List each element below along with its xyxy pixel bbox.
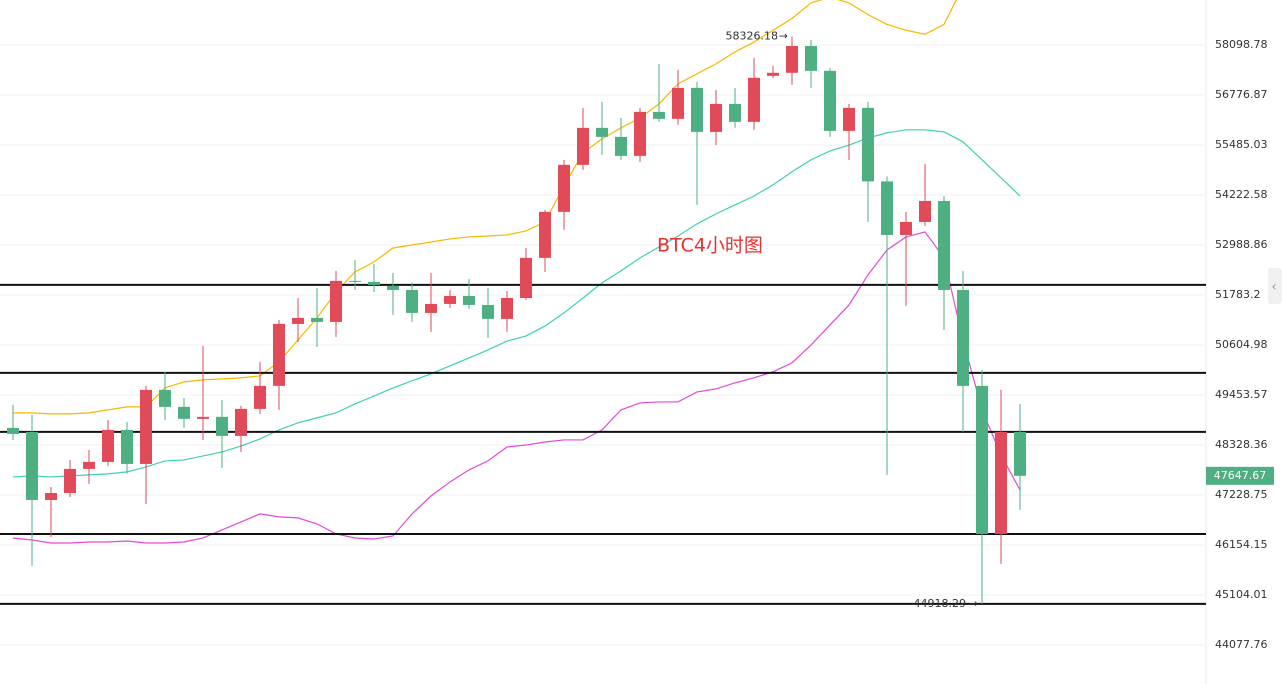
candle-body xyxy=(881,181,893,235)
candle-body xyxy=(463,295,475,305)
candle-body xyxy=(26,431,38,500)
candle-body xyxy=(1014,431,1026,476)
candle-body xyxy=(729,103,741,122)
candle-body xyxy=(178,406,190,419)
candle-body xyxy=(805,46,817,71)
candle-body xyxy=(159,389,171,407)
y-tick-label: 50604.98 xyxy=(1215,338,1268,351)
current-price-tag xyxy=(1206,466,1274,485)
candle-body xyxy=(710,103,722,132)
candle-body xyxy=(216,416,228,436)
low-label: 44918.29 xyxy=(914,597,967,610)
candle-body xyxy=(824,70,836,131)
low-arrow: → xyxy=(969,597,978,610)
candle-body xyxy=(425,303,437,313)
candle-body xyxy=(767,72,779,76)
candle-body xyxy=(387,285,399,290)
scroll-handle[interactable] xyxy=(1268,268,1282,304)
candle-body xyxy=(83,461,95,469)
chart-title: BTC4小时图 xyxy=(657,235,763,257)
candle-body xyxy=(539,211,551,258)
indicator-line xyxy=(13,0,957,415)
candle-body xyxy=(653,111,665,119)
candle-body xyxy=(672,87,684,119)
y-tick-label: 52988.86 xyxy=(1215,238,1268,251)
candle-body xyxy=(843,107,855,131)
candle-body xyxy=(482,304,494,319)
candle-body xyxy=(957,289,969,386)
candle-body xyxy=(596,127,608,137)
candle-body xyxy=(121,429,133,464)
candle-body xyxy=(691,87,703,132)
candle-body xyxy=(520,257,532,299)
y-tick-label: 49453.57 xyxy=(1215,388,1268,401)
indicator-line xyxy=(12,129,1021,478)
candle-body xyxy=(330,280,342,322)
candle-body xyxy=(615,136,627,156)
candle-body xyxy=(349,280,361,282)
candle-body xyxy=(273,323,285,386)
y-tick-label: 45104.01 xyxy=(1215,588,1268,601)
candle-body xyxy=(862,107,874,182)
candle-body xyxy=(919,200,931,222)
candle-body xyxy=(634,111,646,156)
candle-body xyxy=(254,385,266,409)
candle-body xyxy=(900,221,912,235)
candle-body xyxy=(7,427,19,434)
y-tick-label: 48328.36 xyxy=(1215,438,1268,451)
candle-body xyxy=(311,317,323,322)
grid xyxy=(0,44,1206,646)
candle-body xyxy=(368,281,380,285)
indicator-line xyxy=(12,231,1021,544)
labels: 58098.78 56776.87 55485.03 54222.58 52988.86… xyxy=(726,30,1274,651)
y-tick-label: 55485.03 xyxy=(1215,138,1268,151)
candle-body xyxy=(786,46,798,73)
candle-body xyxy=(976,385,988,534)
candle-body xyxy=(64,468,76,494)
candle-body xyxy=(938,200,950,290)
candle-body xyxy=(558,164,570,212)
y-tick-label: 47228.75 xyxy=(1215,488,1268,501)
current-price-label: 47647.67 xyxy=(1214,469,1267,482)
overlays xyxy=(12,0,1021,544)
candle-body xyxy=(501,298,513,319)
candles xyxy=(7,36,1026,604)
candle-body xyxy=(577,127,589,165)
candle-body xyxy=(140,389,152,464)
y-tick-label: 46154.15 xyxy=(1215,538,1268,551)
y-tick-label: 54222.58 xyxy=(1215,188,1268,201)
candle-body xyxy=(102,429,114,462)
candle-body xyxy=(748,77,760,122)
scroll-arrow[interactable]: ‹ xyxy=(1272,280,1277,294)
candle-body xyxy=(45,493,57,500)
levels xyxy=(0,283,1206,605)
y-tick-label: 58098.78 xyxy=(1215,38,1268,51)
candle-body xyxy=(235,408,247,436)
candle-body xyxy=(292,317,304,324)
y-tick-label: 56776.87 xyxy=(1215,88,1268,101)
y-tick-label: 44077.76 xyxy=(1215,638,1268,651)
y-tick-label: 51783.2 xyxy=(1215,288,1261,301)
candle-body xyxy=(444,295,456,304)
candle-body xyxy=(197,416,209,419)
high-arrow: → xyxy=(779,30,788,43)
high-label: 58326.18 xyxy=(726,30,779,43)
candle-body xyxy=(995,431,1007,534)
candle-body xyxy=(406,289,418,313)
